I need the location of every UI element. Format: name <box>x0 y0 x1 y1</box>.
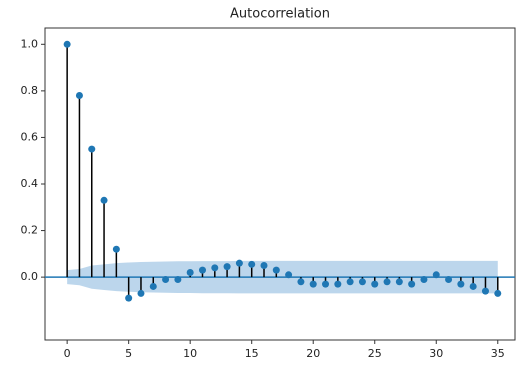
x-tick-label: 15 <box>245 347 259 360</box>
x-tick-label: 30 <box>429 347 443 360</box>
marker <box>63 40 71 48</box>
y-tick-label: 0.6 <box>21 130 39 143</box>
marker <box>285 271 293 279</box>
y-tick-label: 1.0 <box>21 37 39 50</box>
marker <box>211 264 219 272</box>
marker <box>469 282 477 290</box>
marker <box>383 278 391 286</box>
chart-title: Autocorrelation <box>230 7 330 22</box>
marker <box>149 282 157 290</box>
marker <box>137 289 145 297</box>
x-tick-label: 5 <box>125 347 132 360</box>
marker <box>75 92 83 100</box>
marker <box>334 280 342 288</box>
x-tick-label: 0 <box>64 347 71 360</box>
marker <box>420 275 428 283</box>
marker <box>297 278 305 286</box>
x-tick-label: 25 <box>368 347 382 360</box>
x-tick-label: 20 <box>306 347 320 360</box>
y-tick-label: 0.0 <box>21 270 39 283</box>
marker <box>162 275 170 283</box>
marker <box>371 280 379 288</box>
x-tick-label: 35 <box>491 347 505 360</box>
marker <box>322 280 330 288</box>
marker <box>100 196 108 204</box>
marker <box>248 260 256 268</box>
y-tick-label: 0.8 <box>21 84 39 97</box>
marker <box>88 145 96 153</box>
marker <box>309 280 317 288</box>
marker <box>445 275 453 283</box>
marker <box>125 294 133 302</box>
marker <box>432 271 440 279</box>
marker <box>395 278 403 286</box>
marker <box>272 266 280 274</box>
marker <box>260 261 268 269</box>
marker <box>186 268 194 276</box>
marker <box>174 275 182 283</box>
marker <box>223 263 231 271</box>
marker <box>346 278 354 286</box>
marker <box>481 287 489 295</box>
marker <box>112 245 120 253</box>
y-tick-label: 0.4 <box>21 177 39 190</box>
marker <box>358 278 366 286</box>
y-tick-label: 0.2 <box>21 224 39 237</box>
marker <box>494 289 502 297</box>
x-tick-label: 10 <box>183 347 197 360</box>
marker <box>198 266 206 274</box>
marker <box>457 280 465 288</box>
marker <box>408 280 416 288</box>
marker <box>235 259 243 267</box>
